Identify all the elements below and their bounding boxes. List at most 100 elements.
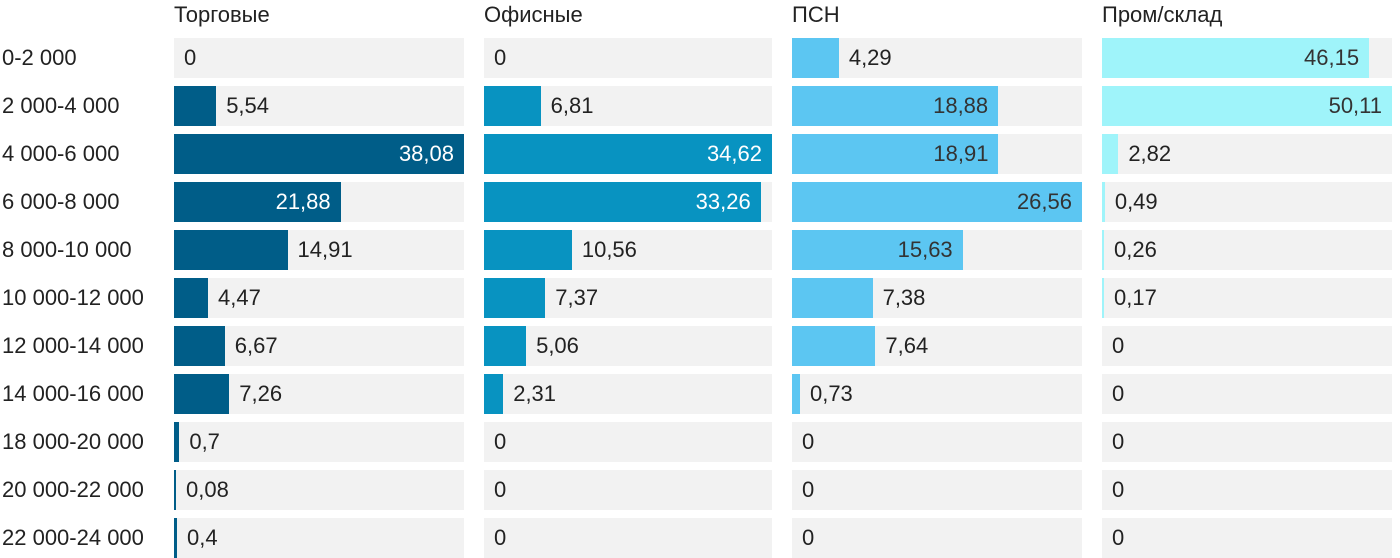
- bar-track: 7,38: [792, 278, 1082, 318]
- bar-track: 0: [1102, 374, 1392, 414]
- bar: [484, 326, 527, 366]
- row-label: 22 000-24 000: [2, 525, 144, 550]
- bar: [792, 278, 873, 318]
- data-label: 7,38: [882, 285, 926, 310]
- row-label: 12 000-14 000: [2, 333, 144, 358]
- data-label: 0,49: [1114, 189, 1158, 214]
- panel-title: Пром/склад: [1102, 2, 1223, 27]
- bar: [792, 182, 1082, 222]
- bar: [792, 38, 839, 78]
- bar-track: 0: [484, 470, 772, 510]
- bar: [174, 230, 288, 270]
- data-label: 0: [494, 525, 507, 550]
- bar-track: 2,31: [484, 374, 772, 414]
- bar: [1102, 230, 1104, 270]
- data-label: 7,37: [555, 285, 599, 310]
- bar-track: 7,26: [174, 374, 464, 414]
- bar: [174, 326, 225, 366]
- data-label: 0: [494, 45, 507, 70]
- bar: [174, 86, 217, 126]
- data-label: 2,82: [1128, 141, 1172, 166]
- data-label: 18,91: [933, 141, 989, 166]
- data-label: 0,26: [1114, 237, 1157, 262]
- data-label: 0,17: [1114, 285, 1157, 310]
- bar-track: 6,67: [174, 326, 464, 366]
- row-label: 10 000-12 000: [2, 285, 144, 310]
- bar-track: 0: [174, 38, 464, 78]
- bar: [484, 374, 504, 414]
- bar: [484, 134, 772, 174]
- bar-track: 5,06: [484, 326, 772, 366]
- bar: [792, 374, 800, 414]
- bar: [174, 374, 230, 414]
- bar-track: 0,08: [174, 470, 464, 510]
- bar-track: 18,88: [792, 86, 1082, 126]
- bar-track: 18,91: [792, 134, 1082, 174]
- bar: [792, 326, 876, 366]
- bar-track: 0: [1102, 422, 1392, 462]
- bar-track: 34,62: [484, 134, 772, 174]
- data-label: 0: [1112, 333, 1125, 358]
- bar: [1102, 38, 1370, 78]
- bar: [1102, 134, 1119, 174]
- bar: [174, 470, 176, 510]
- data-label: 6,67: [234, 333, 278, 358]
- bar-track: 0,73: [792, 374, 1082, 414]
- data-label: 21,88: [275, 189, 331, 214]
- data-label: 4,47: [218, 285, 261, 310]
- bar: [484, 230, 572, 270]
- bar: [174, 422, 180, 462]
- data-label: 0: [1112, 429, 1125, 454]
- bar-track: 0: [792, 470, 1082, 510]
- bar-track: 50,11: [1102, 86, 1392, 126]
- bar-track: 21,88: [174, 182, 464, 222]
- data-label: 0: [802, 525, 815, 550]
- data-label: 26,56: [1016, 189, 1072, 214]
- data-label: 0: [1112, 381, 1125, 406]
- bar-track: 0,49: [1102, 182, 1392, 222]
- bar: [484, 278, 546, 318]
- panel-title: Офисные: [484, 2, 583, 27]
- bar: [1102, 86, 1392, 126]
- data-label: 5,06: [536, 333, 579, 358]
- bar: [1102, 182, 1105, 222]
- data-label: 0,08: [186, 477, 229, 502]
- row-label: 6 000-8 000: [2, 189, 120, 214]
- data-label: 33,26: [695, 189, 751, 214]
- bar: [792, 230, 963, 270]
- bar: [484, 86, 541, 126]
- bar-track: 2,82: [1102, 134, 1392, 174]
- bar-track: 0: [484, 422, 772, 462]
- data-label: 10,56: [581, 237, 637, 262]
- bar-track: 0: [484, 518, 772, 558]
- bar-track: 4,47: [174, 278, 464, 318]
- bar-track: 38,08: [174, 134, 464, 174]
- data-label: 0,73: [809, 381, 853, 406]
- bar-track: 0: [1102, 470, 1392, 510]
- data-label: 2,31: [513, 381, 557, 406]
- row-label: 18 000-20 000: [2, 429, 144, 454]
- row-label: 2 000-4 000: [2, 93, 120, 118]
- data-label: 15,63: [897, 237, 953, 262]
- bar-track: 0,4: [174, 518, 464, 558]
- bar-track: 46,15: [1102, 38, 1392, 78]
- data-label: 50,11: [1328, 93, 1382, 118]
- data-label: 38,08: [398, 141, 454, 166]
- bar-track: 0: [792, 422, 1082, 462]
- row-label: 8 000-10 000: [2, 237, 132, 262]
- data-label: 0: [802, 477, 815, 502]
- data-label: 46,15: [1304, 45, 1360, 70]
- data-label: 0: [802, 429, 815, 454]
- bar-track: 14,91: [174, 230, 464, 270]
- bar: [174, 134, 464, 174]
- bar-track: 0: [1102, 326, 1392, 366]
- bar-track: 6,81: [484, 86, 772, 126]
- bar-track: 7,64: [792, 326, 1082, 366]
- bar-track: 10,56: [484, 230, 772, 270]
- bar: [792, 134, 999, 174]
- bar-track: 0,17: [1102, 278, 1392, 318]
- data-label: 7,26: [239, 381, 283, 406]
- row-label: 4 000-6 000: [2, 141, 120, 166]
- data-label: 4,29: [848, 45, 892, 70]
